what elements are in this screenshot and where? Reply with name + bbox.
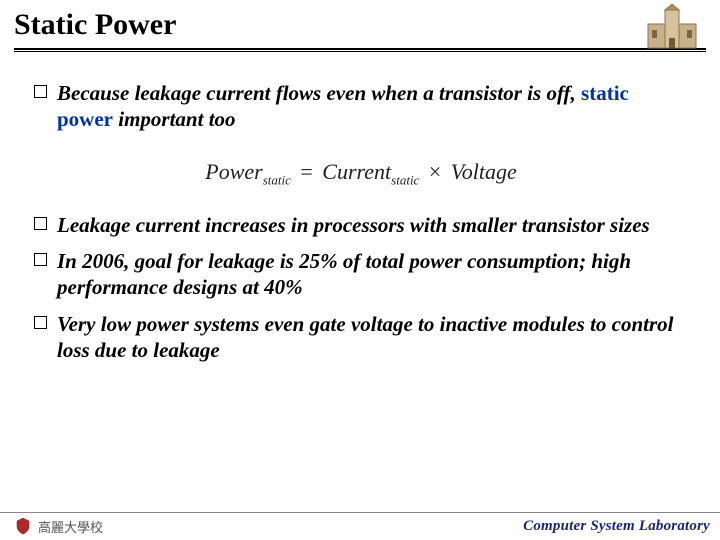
formula-block: Powerstatic = Currentstatic × Voltage [34,159,688,188]
footer-institution-text: 高麗大學校 [38,517,103,536]
bullet-text: Because leakage current flows even when … [57,80,688,133]
title-underline [14,48,706,52]
bullet-square-icon [34,253,47,266]
list-item: In 2006, goal for leakage is 25% of tota… [34,248,688,301]
formula-lhs: Power [205,159,262,184]
bullet1-post: important too [113,107,236,131]
bullet-text: In 2006, goal for leakage is 25% of tota… [57,248,688,301]
formula: Powerstatic = Currentstatic × Voltage [205,159,517,184]
formula-rhs1: Current [322,159,391,184]
bullet-text: Very low power systems even gate voltage… [57,311,688,364]
footer-left: 高麗大學校 [14,517,103,536]
bullet-square-icon [34,217,47,230]
footer-divider [0,512,720,513]
formula-lhs-sub: static [263,172,291,187]
bullet-square-icon [34,316,47,329]
formula-rhs1-sub: static [391,172,419,187]
bullet-text: Leakage current increases in processors … [57,212,688,238]
bullet1-pre: Because leakage current flows even when … [57,81,581,105]
formula-equals: = [296,159,316,184]
bullet-square-icon [34,85,47,98]
slide-footer: 高麗大學校 Computer System Laboratory [0,512,720,540]
crest-icon [14,517,32,535]
content-area: Because leakage current flows even when … [0,58,720,363]
formula-rhs2: Voltage [451,159,517,184]
footer-lab-name: Computer System Laboratory [523,518,710,535]
page-title: Static Power [14,8,706,42]
list-item: Very low power systems even gate voltage… [34,311,688,364]
list-item: Because leakage current flows even when … [34,80,688,133]
list-item: Leakage current increases in processors … [34,212,688,238]
slide-header: Static Power [0,0,720,58]
institution-logo [642,2,702,52]
formula-times: × [425,159,445,184]
